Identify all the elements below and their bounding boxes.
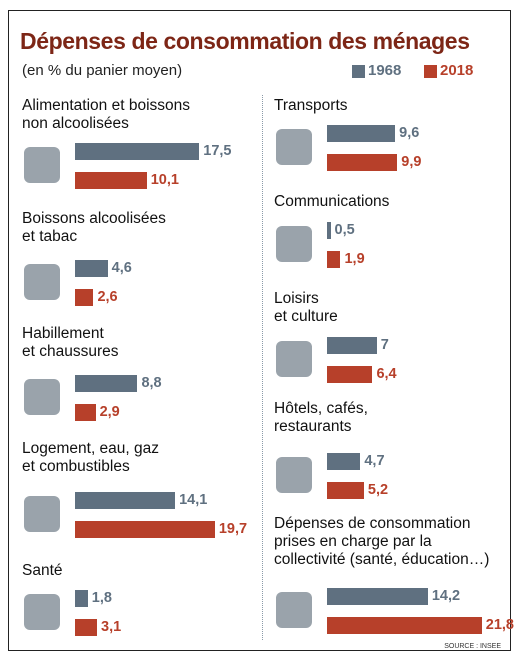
value-label: 17,5 (203, 143, 232, 159)
value-label: 21,8 (485, 617, 514, 633)
category-label: Communications (274, 193, 390, 210)
value-label: 4,6 (111, 260, 132, 276)
value-label: 9,6 (399, 125, 420, 141)
value-label: 14,1 (179, 492, 208, 508)
bar (75, 289, 94, 306)
legend-label: 2018 (440, 62, 474, 79)
bar (75, 492, 176, 509)
bar (327, 251, 341, 268)
bar (75, 375, 138, 392)
icon (276, 226, 312, 262)
bar (75, 143, 200, 160)
chart-title: Dépenses de consommation des ménages (20, 28, 470, 54)
category-label: Boissons alcoolisées et tabac (22, 210, 166, 245)
value-label: 1,9 (344, 251, 365, 267)
icon (24, 496, 60, 532)
bar (327, 154, 398, 171)
value-label: 7 (380, 337, 389, 353)
bar (75, 260, 108, 277)
value-label: 19,7 (218, 521, 248, 537)
bar (75, 404, 96, 421)
bar (327, 125, 396, 142)
icon (24, 264, 60, 300)
category-label: Logement, eau, gaz et combustibles (22, 440, 160, 475)
icon (276, 457, 312, 493)
category-label: Hôtels, cafés, restaurants (274, 400, 368, 435)
chart-subtitle: (en % du panier moyen) (22, 62, 183, 79)
bar (327, 617, 482, 634)
category-label: Transports (274, 97, 348, 114)
category-label: Alimentation et boissons non alcoolisées (22, 97, 191, 132)
category-label: Loisirs et culture (274, 290, 338, 325)
bar (327, 366, 373, 383)
legend-label: 1968 (368, 62, 402, 79)
icon (24, 147, 60, 183)
category-label: Santé (22, 562, 63, 579)
icon (276, 341, 312, 377)
category-label: Habillement et chaussures (22, 325, 119, 360)
icon (24, 379, 60, 415)
value-label: 1,8 (91, 590, 112, 606)
value-label: 5,2 (367, 482, 389, 498)
value-label: 0,5 (334, 222, 355, 238)
frame (8, 10, 511, 651)
bar (327, 482, 364, 499)
legend-swatch (424, 65, 437, 78)
bar (75, 172, 147, 189)
bar (75, 521, 215, 538)
value-label: 10,1 (150, 172, 179, 188)
value-label: 14,2 (431, 588, 461, 604)
bar (327, 588, 428, 605)
value-label: 3,1 (101, 619, 122, 635)
icon (24, 594, 60, 630)
bar (75, 619, 97, 636)
value-label: 8,8 (141, 375, 162, 391)
value-label: 2,6 (97, 289, 118, 305)
value-label: 4,7 (364, 453, 385, 469)
divider (262, 95, 263, 640)
bar (327, 337, 377, 354)
category-label: Dépenses de consommation prises en charg… (274, 515, 490, 568)
bar (75, 590, 88, 607)
source: SOURCE : INSEE (444, 643, 501, 650)
value-label: 9,9 (401, 154, 422, 170)
icon (276, 592, 312, 628)
value-label: 6,4 (376, 366, 397, 382)
bar (327, 222, 331, 239)
value-label: 2,9 (99, 404, 120, 420)
legend-swatch (352, 65, 365, 78)
icon (276, 129, 312, 165)
bar (327, 453, 361, 470)
